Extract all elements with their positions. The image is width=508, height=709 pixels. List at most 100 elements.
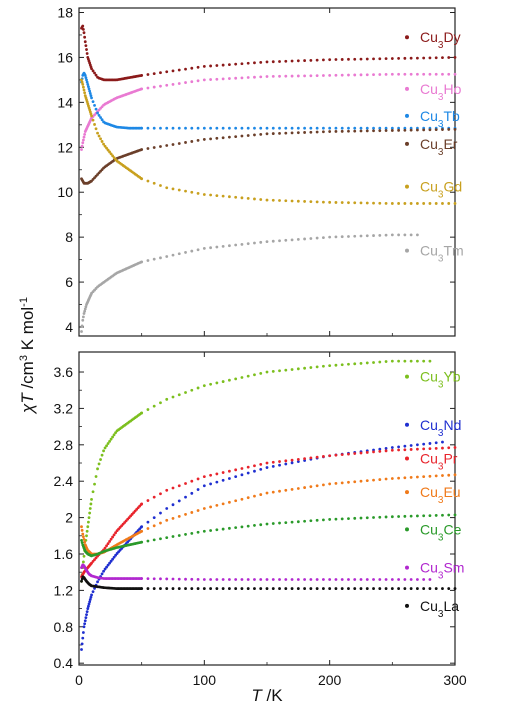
data-point	[372, 57, 375, 61]
data-point	[240, 473, 244, 477]
data-point	[196, 386, 200, 390]
data-point	[334, 130, 338, 133]
data-point	[278, 74, 281, 78]
data-point	[309, 366, 313, 369]
data-point	[80, 525, 83, 529]
data-point	[397, 126, 400, 130]
data-point	[234, 578, 238, 581]
data-point	[441, 128, 444, 131]
legend-marker	[405, 565, 409, 570]
data-point	[240, 196, 244, 200]
data-point	[265, 126, 269, 130]
data-point	[114, 531, 117, 535]
data-point	[271, 490, 275, 494]
data-point	[253, 464, 256, 468]
data-point	[140, 540, 144, 544]
legend-text: Cu	[420, 450, 438, 466]
data-point	[140, 411, 144, 415]
data-point	[347, 73, 350, 77]
data-point	[140, 73, 144, 77]
data-point	[397, 202, 400, 205]
data-point	[82, 554, 86, 558]
data-point	[177, 126, 181, 130]
data-point	[441, 513, 444, 517]
data-point	[397, 587, 400, 590]
data-point	[140, 577, 144, 580]
data-point	[190, 140, 194, 143]
data-point	[91, 490, 95, 494]
data-point	[209, 246, 213, 250]
data-point	[91, 118, 95, 122]
data-point	[80, 80, 84, 84]
data-point	[390, 129, 394, 132]
data-point	[102, 449, 105, 453]
data-point	[334, 578, 338, 581]
legend-text: Cu	[420, 598, 438, 614]
data-point	[90, 593, 93, 597]
data-point	[184, 141, 187, 144]
data-point	[372, 516, 375, 519]
data-point	[322, 518, 325, 522]
data-point	[434, 441, 438, 445]
data-point	[447, 473, 451, 477]
data-point	[209, 64, 213, 68]
data-point	[196, 488, 200, 491]
data-point	[322, 455, 325, 458]
data-point	[378, 515, 382, 519]
data-point	[403, 128, 407, 132]
data-point	[303, 200, 306, 203]
data-point	[215, 472, 219, 476]
data-point	[359, 57, 363, 61]
legend-marker	[405, 86, 409, 91]
data-point	[284, 74, 288, 78]
data-point	[315, 578, 319, 581]
data-point	[202, 587, 206, 590]
data-point	[372, 129, 375, 133]
data-point	[340, 481, 344, 485]
data-point	[328, 126, 332, 130]
data-point	[246, 524, 250, 528]
data-point	[240, 242, 244, 246]
data-point	[409, 233, 413, 237]
data-point	[447, 587, 451, 590]
data-point	[259, 240, 263, 244]
legend-text: Gd	[443, 179, 462, 195]
data-point	[221, 136, 225, 140]
legend-text: Cu	[420, 417, 438, 433]
data-point	[209, 529, 213, 532]
data-point	[284, 587, 288, 590]
data-point	[409, 72, 413, 76]
data-point	[265, 240, 269, 244]
data-point	[384, 129, 388, 132]
data-point	[259, 371, 263, 375]
data-point	[202, 246, 206, 250]
data-point	[94, 475, 98, 478]
data-point	[353, 587, 357, 590]
data-point	[81, 138, 85, 142]
data-point	[80, 538, 83, 542]
y-tick-label: 16	[57, 49, 73, 65]
legend-label-Cu3Ho: Cu3Ho	[420, 81, 462, 103]
data-point	[365, 451, 369, 454]
data-point	[334, 58, 338, 61]
data-point	[334, 201, 338, 204]
data-point	[296, 131, 300, 135]
data-point	[290, 461, 294, 465]
data-point	[296, 578, 300, 581]
data-point	[309, 74, 313, 78]
data-point	[209, 587, 213, 590]
data-point	[296, 74, 300, 78]
data-point	[422, 442, 426, 446]
data-point	[322, 236, 325, 240]
x-tick-label: 0	[75, 672, 83, 688]
data-point	[434, 72, 438, 76]
data-point	[253, 133, 256, 137]
data-point	[159, 256, 162, 260]
data-point	[105, 565, 108, 569]
data-point	[253, 494, 256, 498]
data-point	[106, 148, 110, 152]
data-point	[334, 587, 338, 590]
data-point	[215, 245, 219, 249]
data-point	[215, 64, 219, 67]
data-point	[215, 136, 219, 140]
